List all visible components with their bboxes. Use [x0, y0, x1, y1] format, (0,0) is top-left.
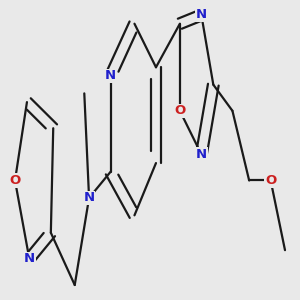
Text: O: O — [174, 104, 185, 117]
Text: N: N — [196, 8, 207, 22]
Text: N: N — [24, 252, 35, 266]
Text: N: N — [196, 148, 207, 161]
Text: N: N — [83, 191, 94, 204]
Text: O: O — [265, 174, 276, 187]
Text: O: O — [9, 174, 21, 187]
Text: N: N — [105, 70, 116, 83]
